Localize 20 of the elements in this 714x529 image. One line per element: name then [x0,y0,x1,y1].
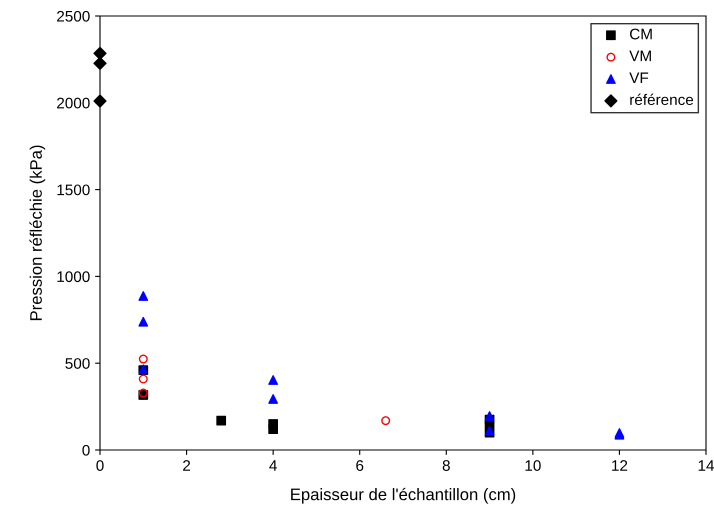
x-tick-label: 10 [526,460,541,471]
x-tick-label: 0 [96,460,104,471]
y-tick-label: 500 [65,358,90,369]
x-tick-label: 12 [612,460,628,471]
y-tick-label: 2500 [57,10,90,22]
legend-label: VM [629,50,651,62]
x-tick-label: 6 [356,460,364,471]
legend-label: référence [630,94,694,106]
legend-label: VF [629,72,648,84]
x-tick-label: 14 [698,460,714,471]
x-axis-title: Epaisseur de l'échantillon (cm) [291,488,516,504]
x-tick-label: 4 [269,460,277,471]
y-tick-label: 1000 [57,271,90,282]
x-tick-label: 2 [183,460,190,471]
y-tick-label: 1500 [57,184,90,196]
y-tick-label: 0 [82,444,90,456]
y-axis-title: Pression réfléchie (kPa) [29,146,46,320]
legend-label: CM [630,28,652,40]
y-tick-label: 2000 [57,98,90,108]
x-tick-label: 8 [442,460,450,471]
